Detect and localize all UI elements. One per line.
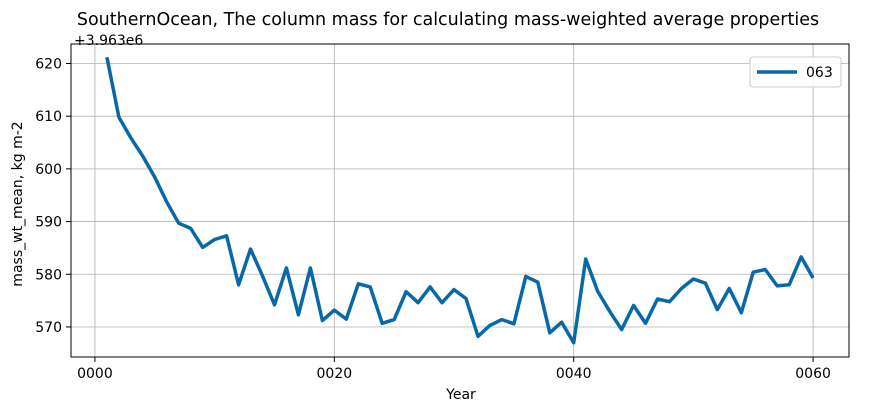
y-tick-label: 580 [35, 267, 62, 283]
y-tick-label: 620 [35, 56, 62, 72]
grid-lines [71, 44, 849, 357]
series-group [105, 56, 815, 345]
legend-label-063: 063 [806, 65, 833, 81]
y-axis-label: mass_wt_mean, kg m-2 [10, 121, 26, 286]
x-tick-label: 0040 [556, 366, 592, 382]
x-axis-ticks: 0000 0020 0040 0060 [77, 357, 831, 382]
x-tick-label: 0020 [317, 366, 353, 382]
y-tick-label: 570 [35, 320, 62, 336]
x-tick-label: 0000 [77, 366, 113, 382]
legend: 063 [749, 56, 842, 88]
x-axis-label: Year [445, 387, 476, 403]
y-axis-ticks: 570 580 590 600 610 620 [35, 56, 71, 336]
y-tick-label: 590 [35, 215, 62, 231]
plot-frame [70, 43, 850, 358]
chart-title: SouthernOcean, The column mass for calcu… [77, 10, 819, 30]
y-tick-label: 610 [35, 109, 62, 125]
x-tick-label: 0060 [795, 366, 831, 382]
y-offset-label: +3.963e6 [74, 33, 143, 49]
series-line-063 [105, 56, 815, 345]
y-tick-label: 600 [35, 162, 62, 178]
